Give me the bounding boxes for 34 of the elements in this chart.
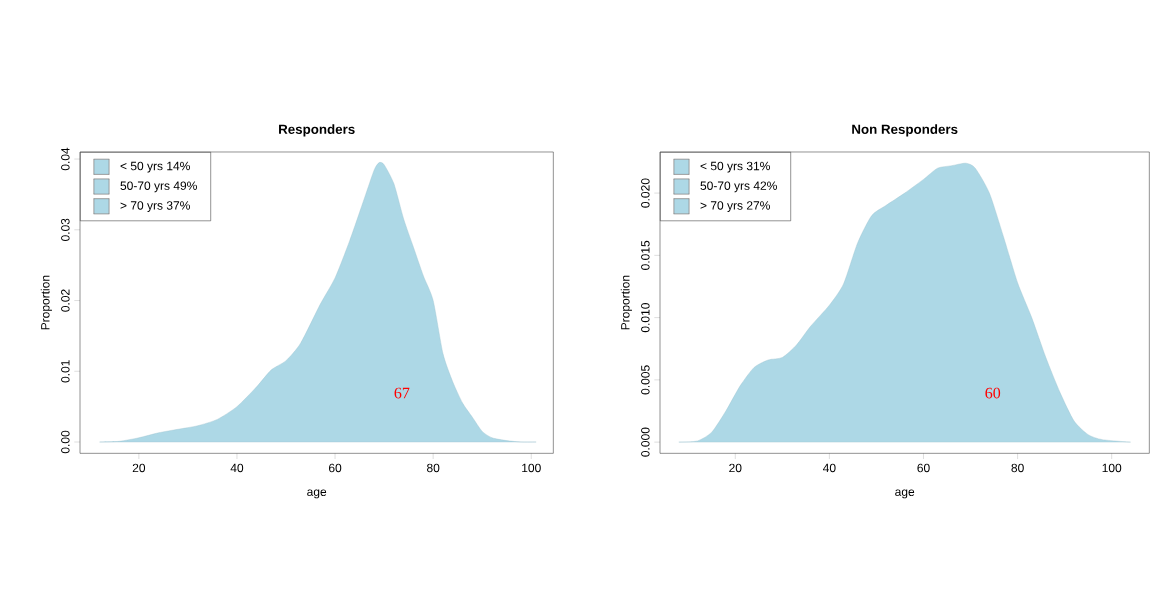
- x-tick-label: 20: [132, 463, 146, 473]
- y-tick-label: 0.00: [61, 430, 70, 454]
- y-tick-label: 0.010: [641, 303, 650, 333]
- annotation: 50-70 yrs 42%: [700, 181, 777, 193]
- chart-title: Responders: [279, 124, 355, 137]
- annotation: 67: [394, 387, 410, 399]
- y-tick-label: 0.005: [641, 365, 650, 395]
- y-tick-label: 0.01: [61, 360, 70, 383]
- annotation: < 50 yrs 31%: [700, 161, 770, 173]
- y-tick-label: 0.03: [61, 218, 70, 242]
- x-tick-label: 100: [1102, 463, 1122, 473]
- annotation: > 70 yrs 27%: [700, 201, 770, 213]
- y-axis-title: Proportion: [40, 275, 52, 330]
- y-tick-label: 0.04: [61, 147, 70, 171]
- y-axis-title: Proportion: [620, 275, 632, 330]
- annotation: > 70 yrs 37%: [120, 201, 190, 213]
- x-tick-label: 40: [822, 463, 836, 473]
- annotation: < 50 yrs 14%: [120, 161, 190, 173]
- x-axis-title: age: [895, 489, 915, 499]
- x-tick-label: 60: [329, 463, 342, 473]
- y-tick-label: 0.000: [641, 427, 650, 457]
- x-tick-label: 60: [917, 463, 930, 473]
- y-tick-label: 0.015: [641, 240, 650, 270]
- x-tick-label: 40: [230, 463, 244, 473]
- x-tick-label: 20: [729, 463, 742, 473]
- annotation: 60: [985, 387, 1001, 399]
- x-axis-title: age: [307, 489, 327, 499]
- x-tick-label: 100: [522, 463, 541, 473]
- x-tick-label: 80: [1011, 463, 1024, 473]
- x-tick-label: 80: [427, 463, 440, 473]
- y-tick-label: 0.02: [61, 289, 70, 312]
- annotation: 50-70 yrs 49%: [120, 181, 197, 193]
- y-tick-label: 0.020: [641, 178, 650, 208]
- chart-title: Non Responders: [852, 124, 958, 137]
